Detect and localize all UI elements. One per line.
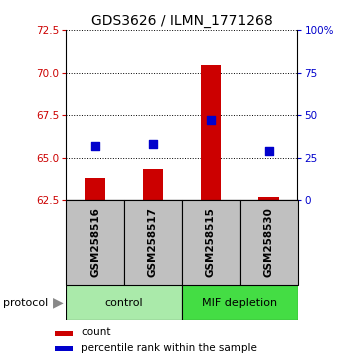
Text: count: count <box>81 327 110 337</box>
Bar <box>182 200 240 285</box>
Bar <box>182 285 298 320</box>
Text: protocol: protocol <box>3 298 49 308</box>
Text: percentile rank within the sample: percentile rank within the sample <box>81 343 257 353</box>
Bar <box>55 331 73 336</box>
Bar <box>66 285 182 320</box>
Text: GSM258516: GSM258516 <box>90 207 100 278</box>
Bar <box>240 200 298 285</box>
Bar <box>201 65 221 200</box>
Point <box>208 117 214 123</box>
Bar <box>85 178 105 200</box>
Text: GSM258530: GSM258530 <box>264 207 274 278</box>
Point <box>266 148 271 154</box>
Text: ▶: ▶ <box>53 296 63 310</box>
Point <box>92 143 98 148</box>
Bar <box>55 346 73 350</box>
Title: GDS3626 / ILMN_1771268: GDS3626 / ILMN_1771268 <box>91 14 273 28</box>
Bar <box>143 169 163 200</box>
Point <box>150 141 156 147</box>
Text: GSM258517: GSM258517 <box>148 207 158 278</box>
Bar <box>66 200 124 285</box>
Bar <box>258 196 279 200</box>
Text: control: control <box>105 298 143 308</box>
Text: GSM258515: GSM258515 <box>206 207 216 278</box>
Text: MIF depletion: MIF depletion <box>202 298 277 308</box>
Bar <box>124 200 182 285</box>
